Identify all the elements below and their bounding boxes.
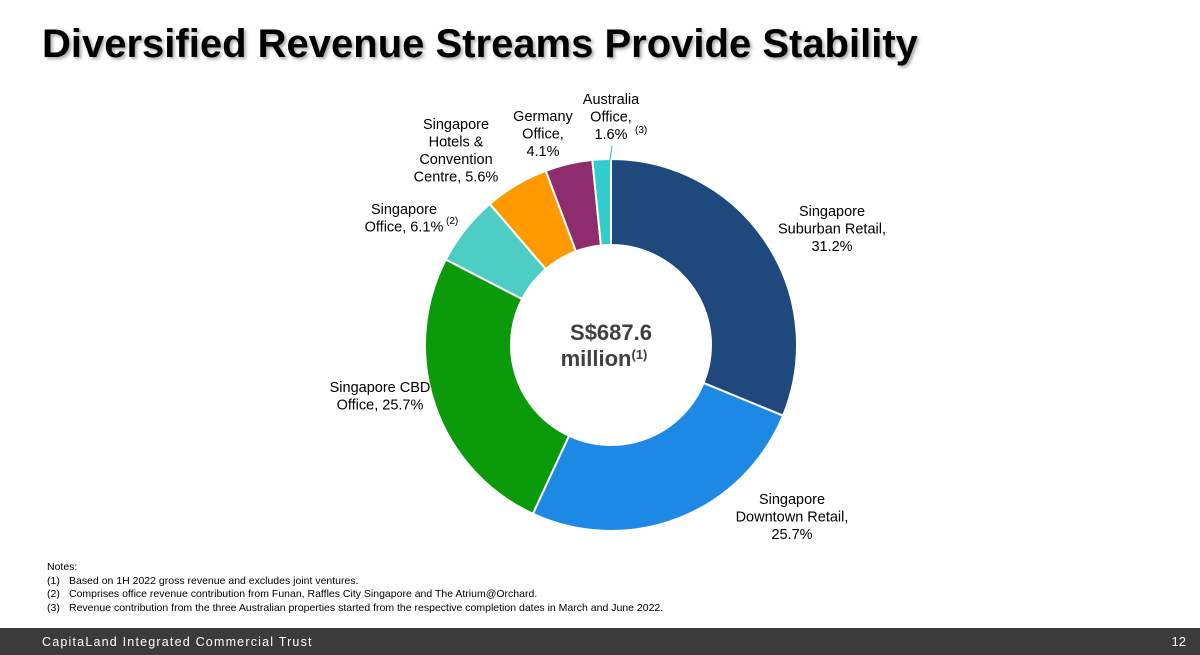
donut-slice <box>531 381 785 532</box>
page-title: Diversified Revenue Streams Provide Stab… <box>42 22 918 66</box>
notes-section: Notes: (1) Based on 1H 2022 gross revenu… <box>47 561 663 615</box>
donut-slice <box>424 258 571 516</box>
slice-label: Singapore Downtown Retail, 25.7% <box>736 492 849 543</box>
footer-bar: CapitaLand Integrated Commercial Trust 1… <box>0 628 1200 655</box>
slice-label: Singapore CBD Office, 25.7% <box>330 380 431 414</box>
page-number: 12 <box>1171 634 1186 649</box>
slice-label: Singapore Office, 6.1% <box>365 202 444 236</box>
australia-leader-line <box>603 145 613 201</box>
slice-label: Australia Office, 1.6% <box>583 92 640 143</box>
note-number: (1) <box>47 574 60 587</box>
slice-label: Singapore Hotels & Convention Centre, 5.6% <box>414 117 499 186</box>
center-label: S$687.6 million(1) <box>561 320 652 371</box>
footer-company-name: CapitaLand Integrated Commercial Trust <box>42 635 313 649</box>
slice-note: (3) <box>635 125 647 136</box>
note-item: (3) Revenue contribution from the three … <box>47 602 663 616</box>
note-number: (2) <box>47 588 60 600</box>
slice-labels: Singapore Suburban Retail, 31.2% Singapore D… <box>330 92 886 543</box>
slice-label: Singapore Suburban Retail, 31.2% <box>778 204 886 255</box>
donut-slices <box>424 157 798 532</box>
donut-slice <box>610 157 798 417</box>
note-text: Revenue contribution from the three Aust… <box>69 601 664 614</box>
revenue-donut-chart: Singapore Suburban Retail, 31.2% Singapore D… <box>330 92 886 543</box>
slice-note: (2) <box>446 216 458 227</box>
slice-label: Germany Office, 4.1% <box>513 109 573 160</box>
note-text: Comprises office revenue contribution fr… <box>69 588 538 600</box>
center-value: S$687.6 <box>570 320 652 345</box>
note-item: (2) Comprises office revenue contributio… <box>47 588 663 602</box>
note-text: Based on 1H 2022 gross revenue and exclu… <box>69 574 359 587</box>
note-item: (1) Based on 1H 2022 gross revenue and e… <box>47 575 663 589</box>
notes-heading: Notes: <box>47 561 78 573</box>
center-unit: million(1) <box>561 346 648 371</box>
note-number: (3) <box>47 601 60 614</box>
